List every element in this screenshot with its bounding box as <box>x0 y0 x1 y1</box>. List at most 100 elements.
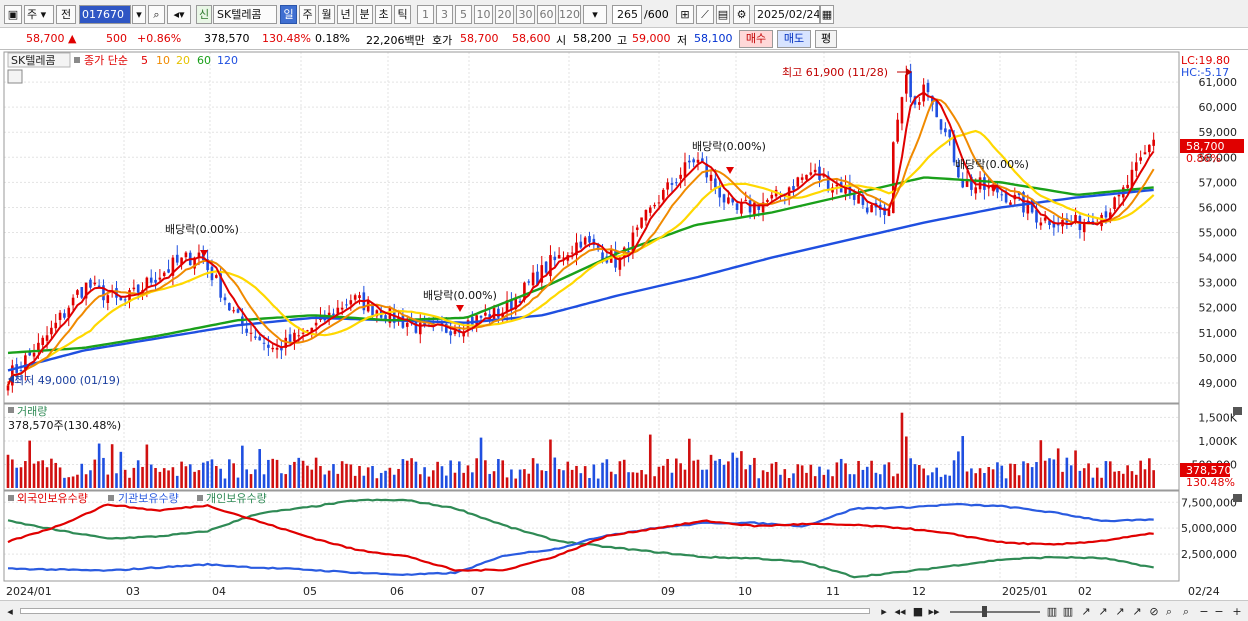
ask-price-2: 58,600 <box>512 32 551 45</box>
high-price: 59,000 <box>632 32 671 45</box>
code-input[interactable]: 017670 <box>79 5 131 24</box>
calendar-icon[interactable]: ▦ <box>820 5 834 24</box>
minute-3[interactable]: 3 <box>436 5 453 24</box>
period-select[interactable]: 주 ▾ <box>24 5 54 24</box>
volume-bar <box>1078 470 1082 488</box>
candle-body <box>210 266 214 281</box>
buy-button[interactable]: 매수 <box>739 30 773 48</box>
volume-bar <box>657 466 661 488</box>
speaker-icon[interactable]: ◂▾ <box>167 5 191 24</box>
moving-averages <box>6 91 1155 386</box>
volume-bar <box>249 474 253 488</box>
candle-body <box>280 346 283 351</box>
candle-body <box>891 142 895 214</box>
zoom-slider[interactable] <box>950 611 1040 613</box>
zoom-in-icon[interactable]: + <box>1232 605 1242 618</box>
volume-bar <box>1148 458 1151 488</box>
save-icon[interactable]: ▤ <box>716 5 730 24</box>
crosshair-icon[interactable]: ⊞ <box>676 5 694 24</box>
stop-icon[interactable]: ■ <box>912 605 924 618</box>
forward-icon[interactable]: ▸▸ <box>928 605 940 618</box>
minute-120[interactable]: 120 <box>558 5 581 24</box>
layout-icon[interactable]: ▣ <box>4 5 22 24</box>
search-icon[interactable]: ⌕ <box>148 5 165 24</box>
candle-body <box>1056 224 1060 226</box>
minute-30[interactable]: 30 <box>516 5 535 24</box>
count-input[interactable]: 265 <box>612 5 642 24</box>
candle-body <box>1000 194 1004 196</box>
interval-year[interactable]: 년 <box>337 5 354 24</box>
candle-body <box>544 261 548 273</box>
candle-body <box>701 158 704 163</box>
volume-bar <box>458 461 461 488</box>
interval-second[interactable]: 초 <box>375 5 392 24</box>
candle-body <box>93 282 97 285</box>
search-minus-icon[interactable]: ⌕ <box>1182 605 1190 618</box>
volume-bar <box>510 469 513 488</box>
y-tick-label: 55,000 <box>1199 227 1238 240</box>
minute-5[interactable]: 5 <box>455 5 472 24</box>
interval-month[interactable]: 월 <box>318 5 335 24</box>
avg-button[interactable]: 평 <box>815 30 837 48</box>
sell-button[interactable]: 매도 <box>777 30 811 48</box>
change-arrow: ▲ <box>68 32 77 45</box>
rewind-icon[interactable]: ◂◂ <box>894 605 906 618</box>
volume-bar <box>770 463 774 488</box>
minute-1[interactable]: 1 <box>417 5 434 24</box>
candle-body <box>340 307 344 310</box>
volume-bar <box>935 467 938 488</box>
candle-body <box>215 275 218 278</box>
interval-week[interactable]: 주 <box>299 5 316 24</box>
holding-legend-marker-2 <box>108 495 114 501</box>
candle-body <box>800 177 804 180</box>
candle-body <box>206 259 209 271</box>
tool-icon-3[interactable]: ↗ <box>1081 605 1091 618</box>
scroll-right-icon[interactable]: ▸ <box>881 605 887 618</box>
tool-icon-4[interactable]: ↗ <box>1098 605 1108 618</box>
scroll-left-icon[interactable]: ◂ <box>7 605 13 618</box>
legend-box <box>7 52 71 68</box>
minus-icon[interactable]: − <box>1199 605 1209 618</box>
candle-body <box>588 236 591 243</box>
tool-icon-6[interactable]: ↗ <box>1132 605 1142 618</box>
draw-icon[interactable]: ⟋ <box>696 5 714 24</box>
tool-icon-7[interactable]: ⊘ <box>1149 605 1159 618</box>
candle-body <box>58 312 62 320</box>
tool-icon-5[interactable]: ↗ <box>1115 605 1125 618</box>
interval-minute[interactable]: 분 <box>356 5 373 24</box>
volume-bar <box>579 473 583 488</box>
volume-close-icon[interactable] <box>1233 407 1242 415</box>
tool-icon-1[interactable]: ▥ <box>1046 605 1058 618</box>
candle-body <box>579 241 583 248</box>
volume-bar <box>692 460 695 488</box>
grid-toggle-icon[interactable] <box>7 69 23 84</box>
prev-button[interactable]: 전 <box>56 5 76 24</box>
holding-close-icon[interactable] <box>1233 494 1242 502</box>
date-input[interactable]: 2025/02/24 <box>754 5 820 24</box>
volume-bar <box>280 473 283 488</box>
zoom-out-icon[interactable]: − <box>1214 605 1224 618</box>
volume-bar <box>809 464 813 488</box>
interval-tick[interactable]: 틱 <box>394 5 411 24</box>
open-price: 58,200 <box>573 32 612 45</box>
minute-10[interactable]: 10 <box>474 5 493 24</box>
scrollbar-track[interactable] <box>20 608 870 614</box>
chevron-down-icon[interactable]: ▾ <box>132 5 146 24</box>
minute-20[interactable]: 20 <box>495 5 514 24</box>
volume-bar <box>306 465 309 488</box>
zoom-slider-handle[interactable] <box>982 606 987 617</box>
gear-icon[interactable]: ⚙ <box>733 5 750 24</box>
volume-bar <box>371 465 374 488</box>
interval-dropdown[interactable]: ▾ <box>583 5 607 24</box>
candle-body <box>1026 202 1030 214</box>
candle-body <box>570 252 574 254</box>
volume-bar <box>349 464 353 488</box>
magnifier-icon[interactable]: ⌕ <box>1165 605 1173 618</box>
volume-bar <box>201 462 205 488</box>
candle-body <box>770 194 774 199</box>
minute-60[interactable]: 60 <box>537 5 556 24</box>
interval-day[interactable]: 일 <box>280 5 297 24</box>
tool-icon-2[interactable]: ▥ <box>1062 605 1074 618</box>
stock-chart[interactable]: 49,00050,00051,00052,00053,00054,00055,0… <box>0 50 1248 600</box>
y-tick-label: 49,000 <box>1199 377 1238 390</box>
